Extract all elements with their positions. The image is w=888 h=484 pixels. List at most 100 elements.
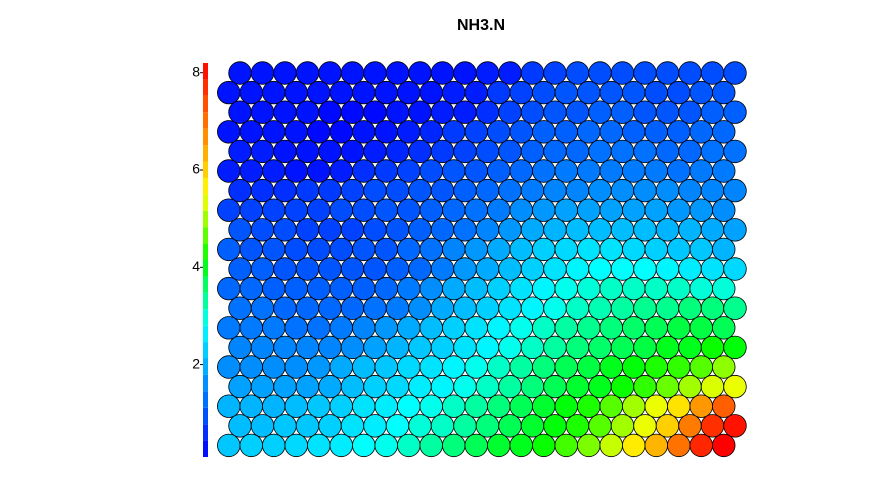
unit-cell: [622, 80, 646, 105]
unit-cell: [363, 257, 387, 281]
unit-cell: [599, 433, 623, 458]
unit-cell: [228, 100, 252, 124]
unit-cell: [577, 159, 601, 183]
unit-cell: [588, 100, 612, 124]
unit-cell: [419, 316, 443, 340]
unit-cell: [599, 159, 623, 183]
unit-cell: [633, 178, 657, 203]
unit-cell: [498, 139, 522, 164]
unit-cell: [667, 198, 691, 222]
unit-cell: [689, 355, 713, 379]
unit-cell: [250, 178, 275, 203]
unit-cell: [239, 237, 263, 262]
unit-cell: [712, 276, 736, 301]
unit-cell: [712, 120, 736, 144]
unit-cell: [532, 433, 556, 458]
unit-cell: [622, 159, 646, 183]
unit-cell: [487, 316, 511, 340]
unit-cell: [408, 61, 432, 85]
unit-cell: [217, 80, 241, 105]
unit-cell: [700, 139, 725, 164]
unit-cell: [689, 316, 713, 340]
unit-cell: [667, 316, 691, 340]
unit-cell: [239, 394, 263, 418]
unit-cell: [284, 120, 308, 144]
unit-cell: [599, 198, 623, 222]
unit-cell: [464, 316, 488, 340]
unit-cell: [430, 218, 455, 242]
colorbar-segment: [203, 243, 208, 260]
unit-cell: [363, 100, 387, 124]
unit-cell: [430, 100, 455, 124]
unit-cell: [442, 316, 466, 340]
unit-cell: [250, 139, 275, 164]
unit-cell: [554, 120, 578, 144]
unit-cell: [678, 335, 702, 360]
unit-cell: [633, 414, 657, 438]
unit-cell: [565, 296, 590, 320]
unit-cell: [329, 159, 353, 183]
unit-cell: [374, 394, 398, 418]
unit-cell: [655, 374, 680, 399]
unit-cell: [655, 178, 680, 203]
unit-cell: [475, 335, 500, 360]
unit-cell: [532, 80, 556, 105]
unit-cell: [430, 257, 455, 281]
unit-cell: [644, 394, 668, 418]
unit-cell: [228, 139, 252, 164]
unit-cell: [397, 355, 421, 379]
unit-cell: [689, 120, 713, 144]
unit-cell: [588, 374, 612, 399]
unit-cell: [689, 198, 713, 222]
unit-cell: [374, 276, 398, 301]
unit-cell: [273, 100, 297, 124]
unit-cell: [667, 237, 691, 262]
unit-cell: [464, 159, 488, 183]
unit-cell: [700, 257, 725, 281]
unit-cell: [239, 355, 263, 379]
unit-cell: [408, 100, 432, 124]
unit-cell: [610, 414, 635, 438]
unit-cell: [430, 139, 455, 164]
unit-cell: [363, 296, 387, 320]
unit-cell: [532, 159, 556, 183]
unit-cell: [622, 355, 646, 379]
unit-cell: [228, 374, 252, 399]
unit-cell: [318, 218, 342, 242]
unit-cell: [712, 237, 736, 262]
unit-cell: [329, 120, 353, 144]
unit-cell: [340, 296, 365, 320]
colorbar-tick-label: 4: [192, 258, 200, 274]
unit-cell: [340, 218, 365, 242]
unit-cell: [397, 433, 421, 458]
unit-cell: [475, 414, 500, 438]
unit-cell: [363, 218, 387, 242]
unit-cell: [318, 257, 342, 281]
unit-cell: [520, 61, 545, 85]
unit-cell: [655, 335, 680, 360]
unit-cell: [487, 394, 511, 418]
unit-cell: [385, 178, 410, 203]
unit-cell: [453, 414, 477, 438]
unit-cell: [408, 257, 432, 281]
unit-cell: [509, 198, 533, 222]
unit-cell: [565, 257, 590, 281]
colorbar-segment: [203, 145, 208, 162]
unit-cell: [442, 80, 466, 105]
unit-cell: [239, 159, 263, 183]
unit-cell: [543, 100, 567, 124]
unit-cell: [385, 414, 410, 438]
unit-cell: [622, 198, 646, 222]
unit-cell: [520, 414, 545, 438]
unit-cell: [498, 414, 522, 438]
colorbar-segment: [203, 112, 208, 129]
unit-cell: [385, 374, 410, 399]
unit-cell: [374, 237, 398, 262]
unit-cell: [475, 139, 500, 164]
unit-cell: [352, 198, 376, 222]
unit-cell: [419, 276, 443, 301]
unit-cell: [397, 316, 421, 340]
unit-cell: [655, 414, 680, 438]
unit-cell: [453, 296, 477, 320]
unit-cell: [408, 414, 432, 438]
